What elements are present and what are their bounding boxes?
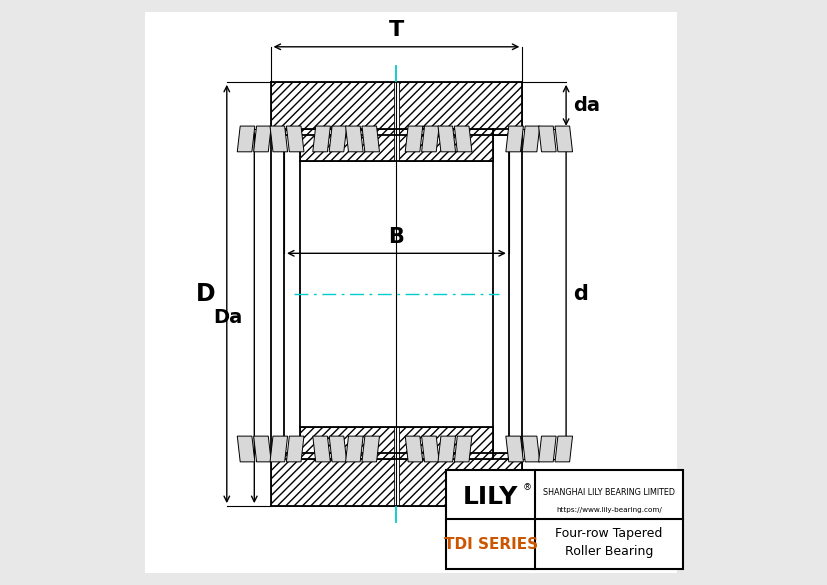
Polygon shape: [522, 436, 539, 462]
Polygon shape: [361, 126, 379, 152]
Polygon shape: [270, 436, 287, 462]
Polygon shape: [270, 453, 393, 506]
Text: da: da: [572, 96, 600, 115]
Polygon shape: [454, 126, 471, 152]
Polygon shape: [237, 436, 255, 462]
Polygon shape: [437, 436, 455, 462]
Polygon shape: [421, 436, 438, 462]
Polygon shape: [538, 436, 556, 462]
Text: SHANGHAI LILY BEARING LIMITED: SHANGHAI LILY BEARING LIMITED: [543, 488, 674, 497]
Text: D: D: [195, 282, 215, 306]
Polygon shape: [454, 436, 471, 462]
Text: B: B: [388, 228, 404, 247]
Text: https://www.lily-bearing.com/: https://www.lily-bearing.com/: [556, 507, 662, 512]
Polygon shape: [421, 126, 438, 152]
Text: ®: ®: [522, 483, 531, 492]
Text: T: T: [389, 20, 404, 40]
Polygon shape: [361, 436, 379, 462]
Polygon shape: [437, 126, 455, 152]
Polygon shape: [522, 126, 539, 152]
Text: Da: Da: [213, 308, 242, 327]
Polygon shape: [345, 436, 363, 462]
Polygon shape: [399, 129, 492, 161]
Polygon shape: [237, 126, 255, 152]
Polygon shape: [286, 436, 304, 462]
Polygon shape: [313, 436, 330, 462]
Text: Four-row Tapered
Roller Bearing: Four-row Tapered Roller Bearing: [555, 526, 662, 558]
Polygon shape: [253, 436, 271, 462]
Polygon shape: [329, 126, 347, 152]
Polygon shape: [299, 427, 393, 459]
Polygon shape: [399, 453, 522, 506]
Polygon shape: [345, 126, 363, 152]
Polygon shape: [270, 82, 393, 135]
Polygon shape: [253, 126, 271, 152]
Polygon shape: [505, 126, 523, 152]
Polygon shape: [286, 126, 304, 152]
Polygon shape: [399, 82, 522, 135]
Polygon shape: [313, 126, 330, 152]
Polygon shape: [399, 427, 492, 459]
Polygon shape: [505, 436, 523, 462]
Polygon shape: [538, 126, 556, 152]
Polygon shape: [404, 126, 423, 152]
Polygon shape: [404, 436, 423, 462]
Polygon shape: [554, 126, 571, 152]
Text: TDI SERIES: TDI SERIES: [443, 536, 537, 552]
Text: LILY: LILY: [462, 485, 518, 509]
Bar: [446, 470, 682, 569]
Polygon shape: [329, 436, 347, 462]
Polygon shape: [554, 436, 571, 462]
Text: d: d: [572, 284, 587, 304]
Polygon shape: [270, 126, 287, 152]
Polygon shape: [299, 129, 393, 161]
